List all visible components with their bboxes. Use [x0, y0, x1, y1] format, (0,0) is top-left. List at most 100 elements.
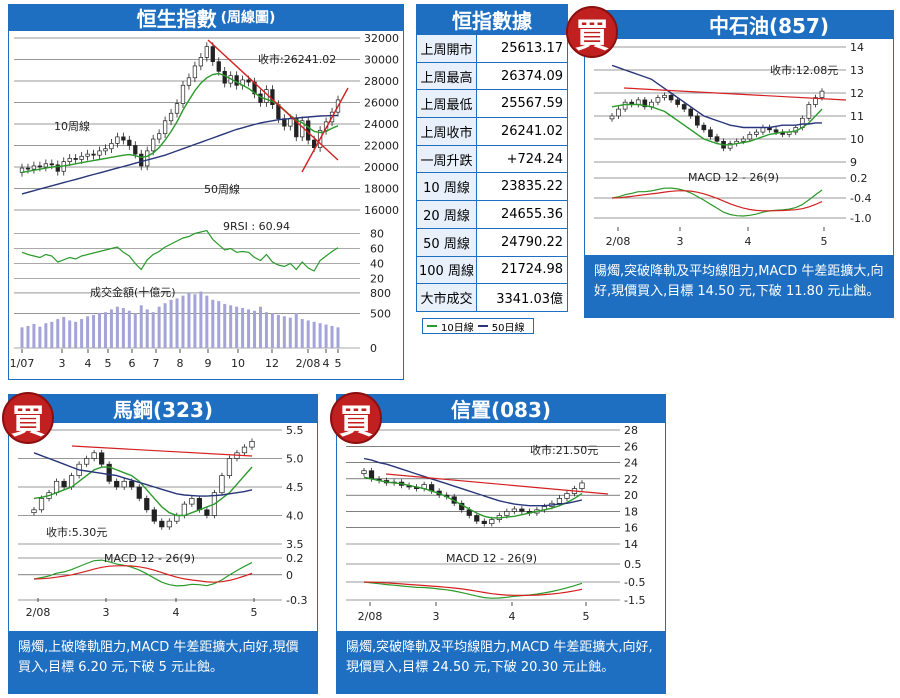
hsi-price-tick-label: 22000: [364, 140, 399, 153]
hsi-vol-tick-label: 0: [370, 342, 377, 355]
maanshan-candle: [144, 498, 150, 511]
stats-row: 上周最高 26374.09: [416, 61, 568, 91]
cinda-buy-stamp: 買: [330, 392, 382, 444]
maanshan-comment: 陽燭,上破降軌阻力,MACD 牛差距擴大,向好,現價買入,目標 6.20 元,下…: [8, 632, 318, 694]
sinopec-ma50-line: [611, 64, 822, 129]
hsi-candle: [127, 139, 132, 146]
hsi-subtitle: (周線圖): [220, 10, 276, 26]
maanshan-ma50-line: [33, 452, 253, 497]
stats-row-label: 100 周線: [416, 255, 477, 285]
stats-row-value: +724.24: [476, 144, 568, 174]
stats-row-value: 3341.03億: [476, 283, 568, 312]
hsi-close-label: 收市:26241.02: [258, 52, 336, 66]
hsi-x-label: 1/07: [10, 357, 35, 370]
maanshan-candle: [241, 446, 248, 454]
maanshan-candle: [61, 480, 67, 488]
stats-row-label: 20 周線: [416, 200, 477, 229]
sinopec-comment: 陽燭,突破降軌及平均線阻力,MACD 牛差距擴大,向好,現價買入,目標 14.5…: [584, 256, 894, 318]
stats-row-label: 上周最低: [416, 89, 477, 119]
hsi-candle: [186, 77, 192, 86]
hsi-turnover-bar: [330, 325, 334, 348]
stats-row-label: 大市成交: [416, 283, 477, 312]
hsi-turnover-bar: [139, 305, 143, 348]
maanshan-chart: 5.5 5.0 4.5 4.0 3.5 收市:5.30元 0.2 0 -0.3 MACD 12 -…: [18, 424, 307, 619]
hsi-vol-tick-label: 500: [370, 308, 391, 321]
hsi-turnover-bar: [241, 308, 245, 348]
stats-row: 100 周線 21724.98: [416, 255, 568, 285]
hsi-candle: [133, 145, 138, 155]
hsi-turnover-bar: [235, 306, 239, 348]
sinopec-candle: [813, 97, 818, 105]
hsi-candle: [180, 84, 186, 104]
hsi-turnover-bar: [26, 325, 30, 348]
cinda-price-tick-label: 16: [624, 522, 638, 535]
maanshan-candle: [151, 509, 157, 522]
sinopec-candle: [773, 129, 779, 133]
stats-row-label: 上周開市: [416, 34, 477, 63]
hsi-candle: [49, 163, 54, 166]
sinopec-x-label: 4: [745, 235, 752, 248]
sinopec-header: 中石油(857): [584, 10, 894, 38]
hsi-price-tick-label: 16000: [364, 204, 399, 217]
hsi-candle: [139, 153, 144, 167]
maanshan-candle: [181, 503, 187, 516]
stats-row: 上周收市 26241.02: [416, 117, 568, 146]
hsi-turnover-bar: [133, 313, 137, 348]
hsi-candle: [37, 165, 43, 168]
hsi-turnover-bar: [121, 308, 125, 348]
hsi-turnover-bar: [127, 310, 131, 348]
cinda-price-tick-label: 18: [624, 505, 638, 518]
sinopec-ma10-line: [611, 103, 823, 146]
hsi-rsi-tick-label: 80: [370, 228, 384, 241]
cinda-candle: [511, 508, 517, 512]
maanshan-candle: [84, 458, 90, 465]
maanshan-price-tick-label: 4.5: [286, 481, 304, 494]
sinopec-price-tick-label: 13: [850, 64, 864, 77]
sinopec-price-tick-label: 12: [850, 87, 864, 100]
hsi-turnover-bar: [264, 312, 268, 348]
maanshan-x-label: 5: [251, 606, 258, 619]
hsi-turnover-bar: [288, 317, 292, 348]
cinda-candle: [504, 511, 510, 516]
hsi-rsi-label: 9RSI : 60.94: [223, 220, 290, 233]
sinopec-candle: [747, 134, 753, 140]
maanshan-candle: [38, 498, 45, 511]
sinopec-candle: [675, 99, 680, 105]
stats-row-label: 上周收市: [416, 117, 477, 146]
hsi-candle: [121, 136, 126, 141]
hsi-x-label: 9: [205, 357, 212, 370]
hsi-header: 恒生指數 (周線圖): [8, 4, 404, 31]
hsi-turnover-bar: [86, 316, 90, 348]
cinda-downtrend-line: [385, 473, 609, 495]
legend-10-swatch: [427, 325, 437, 327]
maanshan-macd-line: [33, 559, 253, 587]
maanshan-candle: [106, 463, 112, 482]
hsi-turnover-bar: [229, 305, 233, 348]
sinopec-x-label: 3: [677, 235, 684, 248]
maanshan-candle: [136, 486, 142, 499]
maanshan-price-tick-label: 5.0: [286, 453, 304, 466]
hsi-candle: [246, 79, 251, 83]
sinopec-candle: [688, 108, 694, 117]
hsi-x-label: 4: [85, 357, 92, 370]
maanshan-header: 馬鋼(323): [8, 394, 318, 422]
hsi-turnover-bar: [103, 312, 107, 348]
hsi-candle: [168, 112, 174, 122]
hsi-price-tick-label: 24000: [364, 118, 399, 131]
hsi-turnover-bar: [217, 301, 221, 348]
hsi-turnover-bar: [193, 294, 197, 348]
sinopec-downtrend-line: [623, 87, 847, 101]
maanshan-candle: [99, 452, 105, 465]
maanshan-candle: [166, 520, 172, 528]
maanshan-candle: [189, 498, 195, 505]
hsi-turnover-bar: [181, 295, 185, 348]
hsi-turnover-bar: [282, 316, 286, 348]
cinda-price-tick-label: 28: [624, 424, 638, 437]
hsi-price-tick-label: 18000: [364, 183, 399, 196]
cinda-ma50-line: [363, 457, 583, 507]
hsi-candle: [312, 139, 317, 149]
maanshan-x-label: 3: [103, 606, 110, 619]
hsi-candle: [85, 153, 90, 157]
hsi-turnover-bar: [98, 313, 102, 348]
stats-row: 10 周線 23835.22: [416, 172, 568, 202]
